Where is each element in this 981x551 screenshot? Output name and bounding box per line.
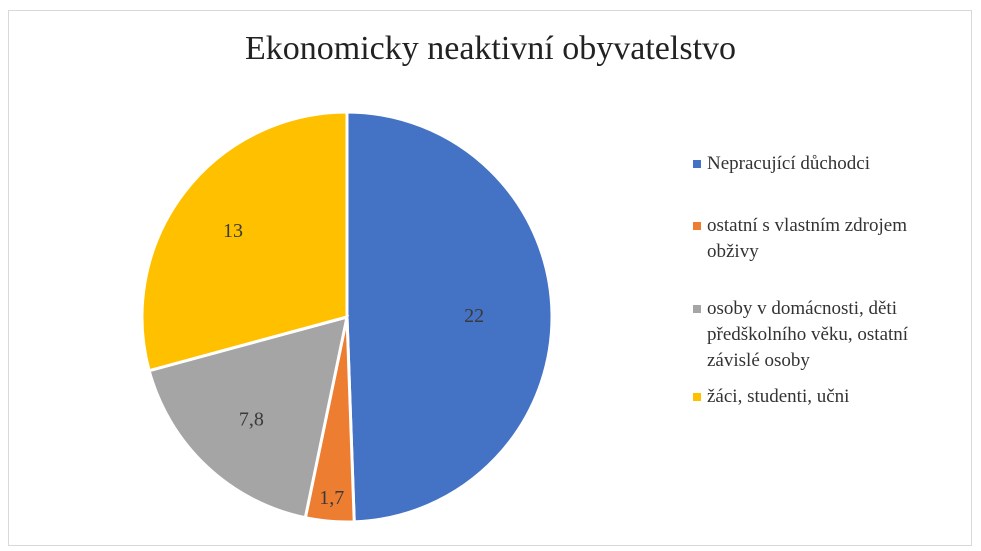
slice-value-label: 7,8 xyxy=(239,408,264,430)
legend-item: Nepracující důchodci xyxy=(693,151,963,177)
legend-item: ostatní s vlastním zdrojem obživy xyxy=(693,213,963,265)
slice-value-label: 13 xyxy=(223,220,243,242)
pie-slice-4 xyxy=(140,110,349,373)
legend-label: Nepracující důchodci xyxy=(707,153,871,174)
pie-slice-1 xyxy=(345,110,554,524)
pie-slice-3 xyxy=(147,314,349,520)
legend-swatch xyxy=(693,160,701,168)
chart-title: Ekonomicky neaktivní obyvatelstvo xyxy=(244,30,737,67)
slice-value-label: 22 xyxy=(464,305,484,327)
legend-swatch xyxy=(693,305,701,313)
legend-label: ostatní s vlastním zdrojem obživy xyxy=(707,215,908,262)
legend-item: osoby v domácnosti, děti předškolního vě… xyxy=(693,296,963,374)
legend-swatch xyxy=(693,222,701,230)
legend-swatch xyxy=(693,393,701,401)
slice-value-label: 1,7 xyxy=(319,487,344,509)
legend-label: žáci, studenti, učni xyxy=(707,386,850,407)
legend-label: osoby v domácnosti, děti předškolního vě… xyxy=(707,298,909,371)
legend-item: žáci, studenti, učni xyxy=(693,384,963,410)
